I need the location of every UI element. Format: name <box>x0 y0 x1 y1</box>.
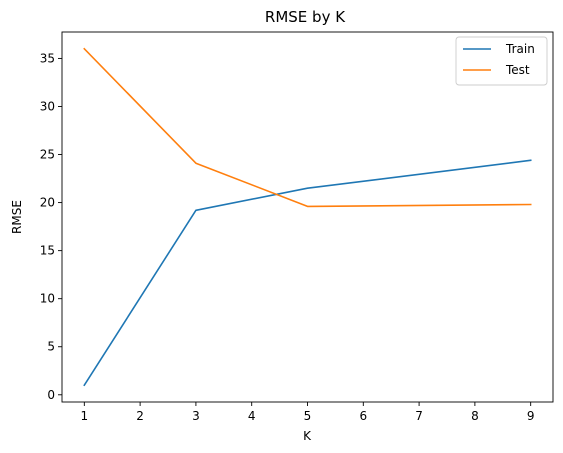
y-tick-label: 20 <box>40 196 55 210</box>
y-tick-label: 30 <box>40 99 55 113</box>
x-tick-label: 4 <box>248 409 256 423</box>
plot-frame <box>61 31 554 403</box>
x-tick-label: 6 <box>359 409 367 423</box>
x-tick-label: 8 <box>471 409 479 423</box>
x-tick-label: 3 <box>192 409 200 423</box>
x-axis-ticks: 1 2 3 4 5 6 7 8 9 <box>80 402 535 423</box>
y-tick-label: 25 <box>40 148 55 162</box>
legend-label-test: Test <box>505 63 530 77</box>
plot-area <box>61 31 554 403</box>
y-axis-label: RMSE <box>10 200 24 234</box>
series-line-test <box>83 47 532 208</box>
y-tick-label: 10 <box>40 292 55 306</box>
x-tick-label: 5 <box>304 409 312 423</box>
y-tick-label: 15 <box>40 244 55 258</box>
y-tick-label: 0 <box>47 388 55 402</box>
y-axis-ticks: 0 5 10 15 20 25 30 35 <box>40 51 62 402</box>
x-axis-label: K <box>303 429 312 443</box>
x-tick-label: 1 <box>80 409 88 423</box>
series-line-train <box>83 159 532 387</box>
legend-label-train: Train <box>505 42 535 56</box>
x-tick-label: 2 <box>136 409 144 423</box>
x-tick-label: 7 <box>415 409 423 423</box>
series-layer <box>83 47 532 387</box>
y-tick-label: 5 <box>47 340 55 354</box>
x-tick-label: 9 <box>527 409 535 423</box>
chart-title: RMSE by K <box>265 8 346 26</box>
y-tick-label: 35 <box>40 51 55 65</box>
legend: Train Test <box>455 36 548 86</box>
